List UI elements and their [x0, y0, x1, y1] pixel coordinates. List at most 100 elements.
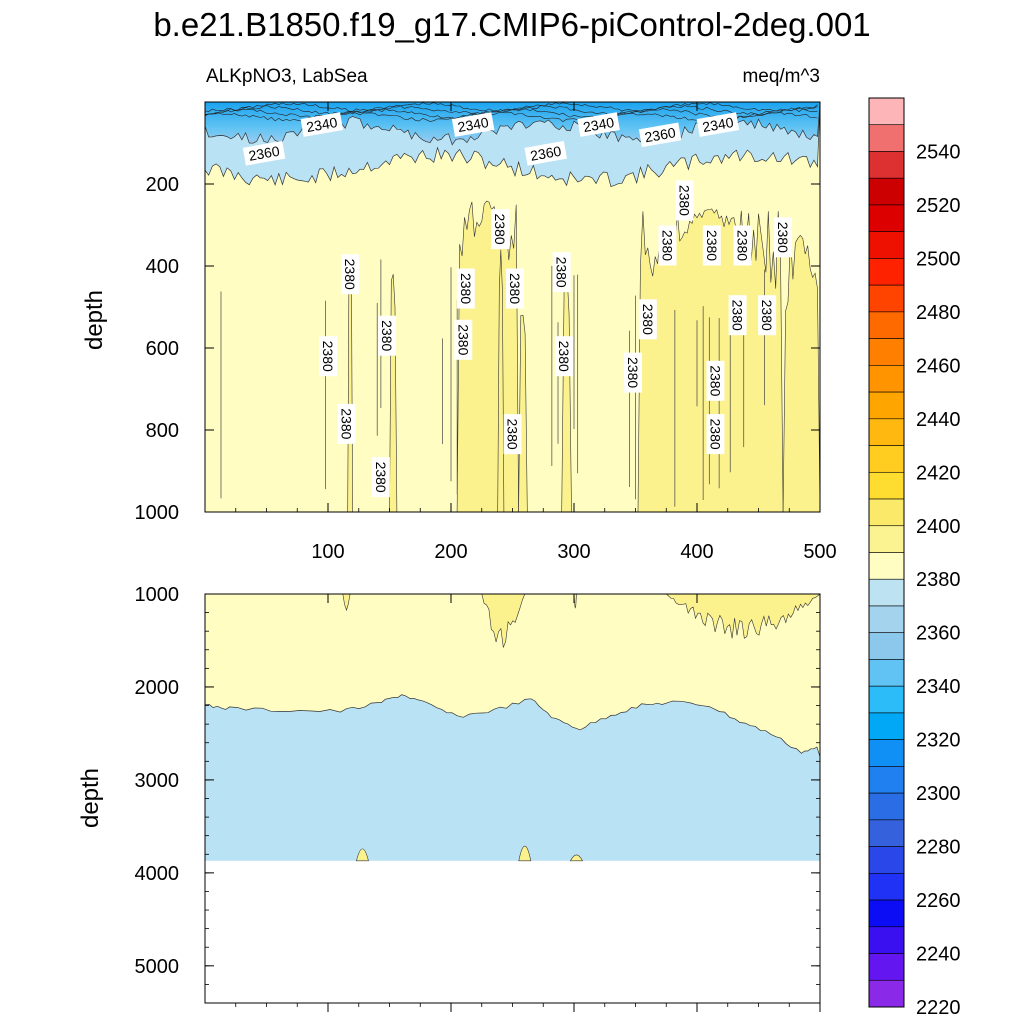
contour-label: 2380	[552, 252, 571, 293]
colorbar-label: 2280	[916, 837, 961, 859]
contour-label: 2380	[503, 414, 522, 455]
contour-label: 2380	[454, 319, 473, 360]
contour-label: 2360	[242, 140, 286, 166]
colorbar-swatch	[868, 365, 905, 393]
colorbar-swatch	[868, 632, 905, 660]
colorbar-swatch	[868, 391, 905, 420]
contour-label: 2340	[577, 112, 620, 137]
contour-label-text: 2380	[707, 419, 723, 450]
colorbar-label: 2340	[916, 676, 961, 698]
colorbar-swatch	[868, 605, 905, 634]
colorbar-swatch	[868, 418, 905, 446]
contour-label-text: 2380	[338, 408, 354, 439]
contour-label: 2380	[638, 299, 657, 340]
colorbar-swatch	[868, 124, 905, 152]
colorbar-label: 2300	[916, 783, 961, 805]
colorbar-swatch	[868, 97, 905, 126]
contour-label: 2360	[524, 140, 567, 166]
colorbar-label: 2360	[916, 623, 961, 645]
lower-ylabel: depth	[77, 768, 104, 828]
contour-label: 2360	[638, 122, 682, 148]
contour-label: 2380	[675, 180, 694, 221]
contour-label-text: 2380	[458, 273, 474, 304]
contour-label: 2380	[758, 295, 777, 336]
contour-label: 2380	[337, 403, 356, 444]
chart-units: meq/m^3	[742, 66, 820, 87]
contour-label: 2340	[300, 112, 344, 137]
upper-ylabel: depth	[81, 290, 108, 350]
contour-label-text: 2360	[529, 143, 563, 164]
colorbar-swatch	[868, 284, 905, 313]
contour-label: 2380	[706, 414, 725, 455]
colorbar-swatch	[868, 712, 905, 740]
y-tick-label: 1000	[135, 502, 180, 524]
lower-bottom-mound	[569, 854, 583, 862]
contour-label-text: 2380	[677, 185, 693, 216]
colorbar-swatch	[868, 685, 905, 714]
lower-yellow-bump	[666, 593, 821, 639]
colorbar-swatch	[868, 338, 905, 366]
y-tick-label: 400	[146, 256, 179, 278]
colorbar-swatch	[868, 204, 905, 232]
lower-yellow-bump	[481, 593, 526, 648]
colorbar-swatch	[868, 979, 905, 1008]
lower-yellow-region	[204, 593, 821, 757]
chart-title: b.e21.B1850.f19_g17.CMIP6-piControl-2deg…	[153, 6, 870, 43]
colorbar-label: 2460	[916, 355, 961, 377]
colorbar-label: 2320	[916, 730, 961, 752]
contour-label-text: 2380	[554, 257, 570, 288]
colorbar: 2540 2520 2500 2480 2460 2440 2420 2400 2380 2360…	[868, 97, 961, 1019]
contour-label-text: 2380	[625, 357, 641, 388]
y-tick-label: 200	[146, 174, 179, 196]
y-tick-label: 5000	[135, 956, 180, 978]
lower-bottom-mound	[356, 848, 369, 862]
colorbar-swatch	[868, 151, 905, 179]
contour-label-text: 2380	[373, 462, 389, 493]
colorbar-swatch	[868, 311, 905, 339]
x-tick-label: 300	[557, 541, 590, 563]
x-tick-label: 200	[434, 541, 467, 563]
lower-bottom-mound	[518, 845, 532, 862]
contour-label: 2380	[456, 268, 475, 309]
contour-label: 2380	[702, 225, 721, 266]
contour-label-text: 2380	[492, 214, 508, 245]
contour-label: 2380	[706, 360, 725, 401]
contour-label-text: 2380	[507, 273, 523, 304]
contour-label-text: 2340	[582, 114, 616, 135]
chart-subtitle-left: ALKpNO3, LabSea	[206, 66, 368, 87]
colorbar-swatch	[868, 739, 905, 767]
y-tick-label: 800	[146, 420, 179, 442]
upper-yellow-region	[782, 234, 821, 513]
colorbar-swatch	[868, 231, 905, 259]
contour-label-text: 2380	[455, 324, 471, 355]
contour-label-text: 2380	[775, 222, 791, 253]
y-tick-label: 2000	[135, 677, 180, 699]
contour-label-text: 2380	[505, 419, 521, 450]
colorbar-label: 2260	[916, 890, 961, 912]
contour-label: 2380	[371, 457, 390, 498]
colorbar-swatch	[868, 899, 905, 928]
contour-label: 2380	[555, 336, 574, 377]
colorbar-swatch	[868, 659, 905, 687]
contour-label: 2380	[774, 217, 793, 258]
contour-label-text: 2380	[640, 304, 656, 335]
y-tick-label: 1000	[135, 584, 180, 606]
contour-label-text: 2380	[730, 300, 746, 331]
upper-panel: 2340 2340 2340 2340 2360 2360 2360 2380 2380 2380…	[135, 101, 837, 563]
contour-label-text: 2340	[456, 114, 490, 135]
colorbar-label: 2520	[916, 195, 961, 217]
contour-label-text: 2380	[342, 259, 358, 290]
colorbar-swatch	[868, 445, 905, 473]
colorbar-swatch	[868, 471, 905, 500]
contour-label-text: 2380	[556, 341, 572, 372]
contour-label: 2380	[624, 352, 643, 393]
contour-label-text: 2360	[247, 143, 281, 164]
colorbar-swatch	[868, 792, 905, 821]
colorbar-swatch	[868, 873, 905, 901]
colorbar-swatch	[868, 498, 905, 527]
contour-label-text: 2380	[707, 365, 723, 396]
colorbar-label: 2380	[916, 569, 961, 591]
colorbar-swatch	[868, 258, 905, 286]
colorbar-swatch	[868, 766, 905, 794]
